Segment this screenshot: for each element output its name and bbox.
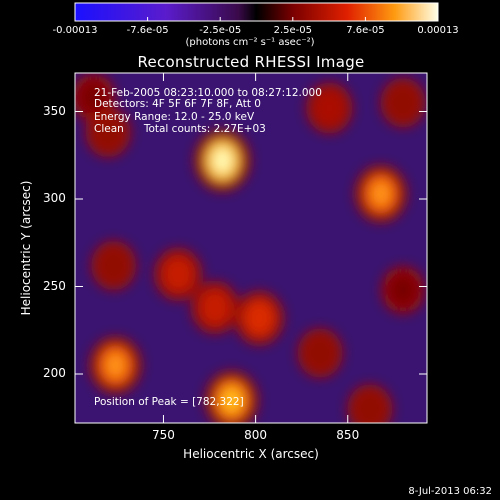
x-tick-label: 850 bbox=[336, 428, 360, 442]
source-core bbox=[355, 392, 384, 423]
source-peak bbox=[106, 353, 125, 378]
y-tick-label: 200 bbox=[43, 366, 66, 380]
x-tick-label: 750 bbox=[152, 428, 175, 442]
source-core bbox=[389, 273, 417, 307]
annotation-line: Detectors: 4F 5F 6F 7F 8F, Att 0 bbox=[94, 98, 261, 110]
y-axis-label: Heliocentric Y (arcsec) bbox=[19, 180, 33, 316]
source-core bbox=[200, 289, 231, 326]
y-tick-label: 300 bbox=[43, 191, 66, 205]
peak-position-label: Position of Peak = [782,322] bbox=[94, 396, 244, 408]
y-tick-label: 350 bbox=[43, 103, 66, 118]
colorbar-tick-label: 7.6e-05 bbox=[346, 25, 385, 36]
source-core bbox=[243, 299, 275, 337]
colorbar-tick-label: -7.6e-05 bbox=[126, 25, 169, 36]
y-tick-label: 250 bbox=[43, 278, 66, 293]
colorbar bbox=[74, 2, 439, 22]
image-area bbox=[75, 73, 427, 423]
annotation-line: 21-Feb-2005 08:23:10.000 to 08:27:12.000 bbox=[94, 87, 322, 99]
colorbar-ticks bbox=[74, 17, 439, 21]
colorbar-tick-label: -2.5e-05 bbox=[199, 25, 242, 36]
x-axis-label: Heliocentric X (arcsec) bbox=[183, 447, 319, 461]
source-peak bbox=[212, 147, 233, 174]
chart-title: Reconstructed RHESSI Image bbox=[137, 53, 365, 71]
colorbar-tick-label: 2.5e-05 bbox=[273, 25, 312, 36]
source-peak bbox=[372, 181, 390, 206]
source-core bbox=[94, 115, 123, 150]
colorbar-tick-label: -0.00013 bbox=[52, 25, 98, 36]
footer-date: 8-Jul-2013 06:32 bbox=[408, 486, 492, 497]
plot-frame bbox=[74, 72, 428, 424]
source-core bbox=[79, 81, 108, 114]
source-core bbox=[388, 86, 418, 120]
source-core bbox=[99, 248, 128, 283]
source-peak bbox=[222, 388, 241, 413]
axis-ticks bbox=[75, 73, 427, 423]
colorbar-units: (photons cm⁻² s⁻¹ asec⁻²) bbox=[185, 37, 315, 48]
annotation-line: Energy Range: 12.0 - 25.0 keV bbox=[94, 111, 255, 123]
x-tick-label: 800 bbox=[244, 428, 268, 442]
source-core bbox=[163, 256, 194, 292]
annotation-line: Clean Total counts: 2.27E+03 bbox=[94, 123, 266, 135]
source-core bbox=[306, 336, 335, 370]
colorbar-tick-label: 0.00013 bbox=[417, 25, 459, 36]
source-core bbox=[314, 90, 344, 126]
